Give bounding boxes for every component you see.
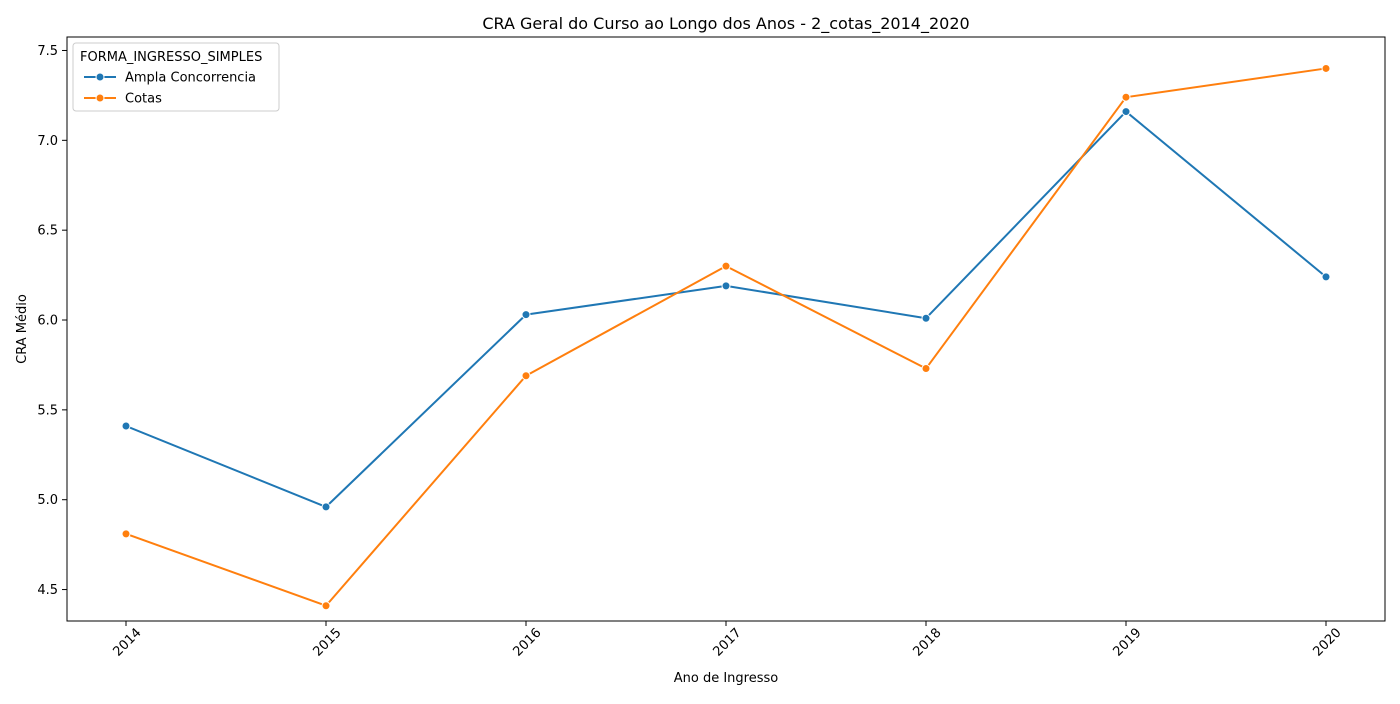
data-point bbox=[721, 261, 731, 271]
y-tick-label: 7.0 bbox=[37, 134, 58, 149]
data-point bbox=[121, 421, 131, 431]
legend-label: Ampla Concorrencia bbox=[125, 71, 256, 86]
y-tick-label: 5.0 bbox=[37, 493, 58, 508]
data-point bbox=[1321, 272, 1331, 282]
data-point bbox=[1121, 92, 1131, 102]
data-point bbox=[521, 310, 531, 320]
data-point bbox=[321, 502, 331, 512]
series-layer bbox=[121, 63, 1331, 611]
y-tick-label: 6.5 bbox=[37, 224, 58, 239]
legend-items: Ampla Concorrencia Cotas bbox=[84, 71, 256, 107]
y-tick-label: 4.5 bbox=[37, 583, 58, 598]
y-axis-label: CRA Médio bbox=[15, 294, 30, 364]
chart-title: CRA Geral do Curso ao Longo dos Anos - 2… bbox=[482, 14, 969, 34]
y-tick-label: 6.0 bbox=[37, 314, 58, 329]
x-axis-label: Ano de Ingresso bbox=[674, 671, 779, 686]
legend-title: FORMA_INGRESSO_SIMPLES bbox=[80, 50, 262, 65]
legend-item-2: Cotas bbox=[84, 92, 162, 107]
legend-item-1: Ampla Concorrencia bbox=[84, 71, 256, 86]
data-point bbox=[721, 281, 731, 291]
legend-label: Cotas bbox=[125, 92, 162, 107]
data-point bbox=[1121, 107, 1131, 117]
data-point bbox=[121, 529, 131, 539]
plot-frame bbox=[66, 36, 1386, 622]
legend-box bbox=[72, 42, 280, 112]
legend-marker bbox=[95, 93, 105, 103]
legend: FORMA_INGRESSO_SIMPLES Ampla Concorrenci… bbox=[72, 42, 280, 112]
data-point bbox=[521, 371, 531, 381]
series-1 bbox=[121, 107, 1331, 512]
data-point bbox=[921, 313, 931, 323]
y-tick-label: 7.5 bbox=[37, 44, 58, 59]
series-2 bbox=[121, 63, 1331, 611]
y-axis: 4.5 5.0 5.5 6.0 6.5 7.0 7.5 bbox=[37, 44, 67, 598]
data-point bbox=[921, 364, 931, 374]
y-tick-label: 5.5 bbox=[37, 403, 58, 418]
data-point bbox=[321, 601, 331, 611]
legend-marker bbox=[95, 72, 105, 82]
data-point bbox=[1321, 63, 1331, 73]
